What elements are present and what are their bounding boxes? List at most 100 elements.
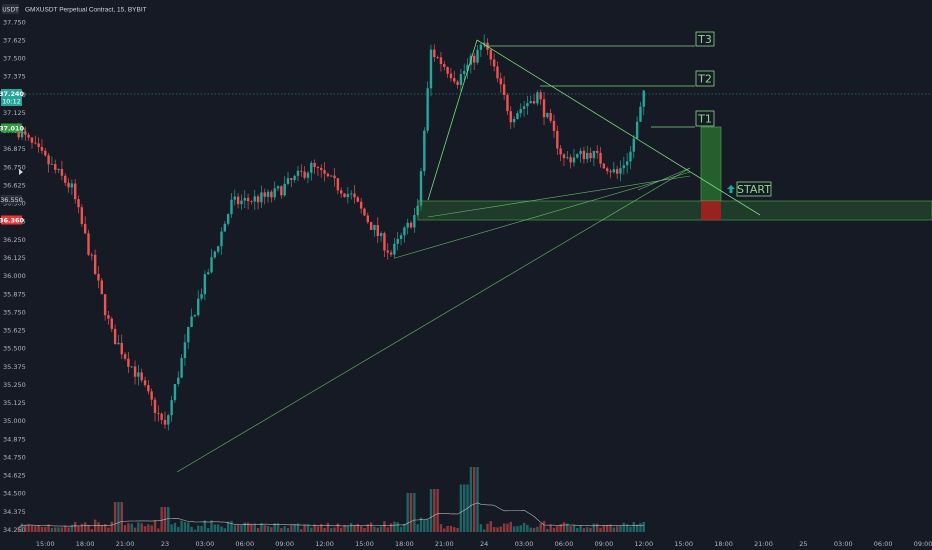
- candle-body: [552, 120, 556, 131]
- time-axis[interactable]: 15:00 18:00 21:00 23 03:00 06:00 09:00 12:00 15:…: [36, 540, 932, 548]
- volume-bar: [97, 522, 100, 532]
- volume-bar: [349, 523, 353, 532]
- volume-bar: [566, 523, 569, 532]
- candle-body: [572, 157, 576, 163]
- volume-bar: [386, 527, 389, 532]
- volume-bar: [117, 502, 120, 532]
- volume-bar: [310, 527, 313, 532]
- price-tick-label: 35.500: [3, 345, 26, 353]
- candle-body: [393, 243, 396, 255]
- candle-body: [180, 358, 183, 378]
- candle-body: [343, 193, 346, 198]
- candle-body: [526, 103, 529, 107]
- candle-body: [90, 254, 94, 256]
- price-tick-label: 34.250: [3, 526, 26, 534]
- arrow-right-icon: [19, 169, 23, 175]
- volume-bar: [213, 524, 217, 532]
- candle-body: [147, 385, 150, 392]
- volume-bar: [632, 522, 635, 532]
- candle-body: [399, 235, 403, 240]
- volume-bar: [373, 526, 376, 532]
- volume-bar: [160, 507, 163, 532]
- volume-bar: [383, 521, 386, 532]
- candle-body: [496, 66, 499, 79]
- candle-body: [320, 167, 323, 171]
- candle-body: [220, 231, 223, 247]
- candle-body: [47, 155, 50, 165]
- volume-bar: [463, 484, 466, 532]
- volume-bar: [542, 520, 546, 532]
- volume-bar: [439, 524, 443, 532]
- svg-text:T3: T3: [697, 33, 712, 46]
- volume-bar: [330, 528, 333, 532]
- volume-bar: [303, 524, 306, 532]
- volume-bar: [526, 524, 529, 532]
- candle-body: [77, 199, 80, 208]
- volume-bar: [502, 523, 506, 532]
- volume-bar: [639, 523, 642, 532]
- svg-text:T2: T2: [697, 73, 712, 86]
- candle-body: [635, 121, 639, 139]
- price-tick-label: 36.250: [3, 236, 26, 244]
- volume-bar: [293, 524, 296, 532]
- trendline-short: [637, 167, 691, 191]
- candle-body: [283, 183, 286, 196]
- candle-body: [177, 377, 180, 385]
- volume-bar: [70, 524, 74, 532]
- candle-body: [37, 143, 40, 148]
- candle-body: [499, 78, 502, 85]
- candle-body: [293, 175, 296, 180]
- candle-body: [429, 49, 433, 89]
- candle-body: [419, 171, 423, 206]
- price-tick-label: 37.750: [3, 18, 26, 26]
- volume-bar: [20, 523, 24, 532]
- volume-bar: [120, 502, 123, 532]
- price-tick-label: 37.625: [3, 36, 26, 44]
- trendline-long-rising: [176, 167, 691, 473]
- time-tick-label: 06:00: [555, 540, 574, 548]
- volume-bar: [67, 527, 70, 532]
- volume-bar: [246, 522, 250, 532]
- time-tick-label: 18:00: [76, 540, 95, 548]
- candle-body: [107, 315, 110, 319]
- target-t3-label: T3: [695, 31, 715, 47]
- volume-bar: [363, 528, 366, 532]
- candle-body: [386, 250, 389, 253]
- volume-bar: [379, 526, 383, 532]
- volume-bar: [256, 528, 260, 532]
- volume-bar: [353, 524, 356, 532]
- candle-body: [346, 194, 350, 198]
- candle-body: [130, 366, 133, 368]
- candle-body: [492, 59, 496, 67]
- candle-body: [509, 111, 512, 123]
- candle-body: [602, 163, 606, 169]
- volume-bar: [276, 523, 280, 532]
- candle-body: [266, 191, 270, 197]
- volume-bar: [47, 524, 50, 532]
- candle-body: [476, 49, 479, 63]
- candle-body: [44, 150, 47, 156]
- volume-bar: [582, 528, 586, 532]
- volume-bar: [286, 527, 290, 532]
- volume-bar: [147, 524, 150, 532]
- candle-body: [70, 183, 74, 188]
- green-price-tag: 37.010: [0, 123, 25, 133]
- volume-bar: [406, 493, 409, 532]
- volume-bar: [223, 528, 227, 532]
- candle-body: [389, 252, 393, 255]
- volume-bar: [519, 525, 522, 532]
- candle-body: [200, 294, 203, 299]
- trendline-rising-3: [427, 175, 691, 218]
- volume-bar: [230, 521, 233, 532]
- dark-price-tag: 36.550: [0, 195, 23, 204]
- candle-body: [596, 150, 599, 153]
- price-tick-label: 36.125: [3, 254, 26, 262]
- candle-body: [230, 199, 233, 215]
- volume-bar: [24, 524, 27, 532]
- candle-body: [256, 196, 260, 203]
- entry-zone: [417, 200, 932, 221]
- volume-bar: [586, 527, 589, 532]
- volume-bar: [612, 527, 616, 532]
- volume-bar: [123, 525, 127, 532]
